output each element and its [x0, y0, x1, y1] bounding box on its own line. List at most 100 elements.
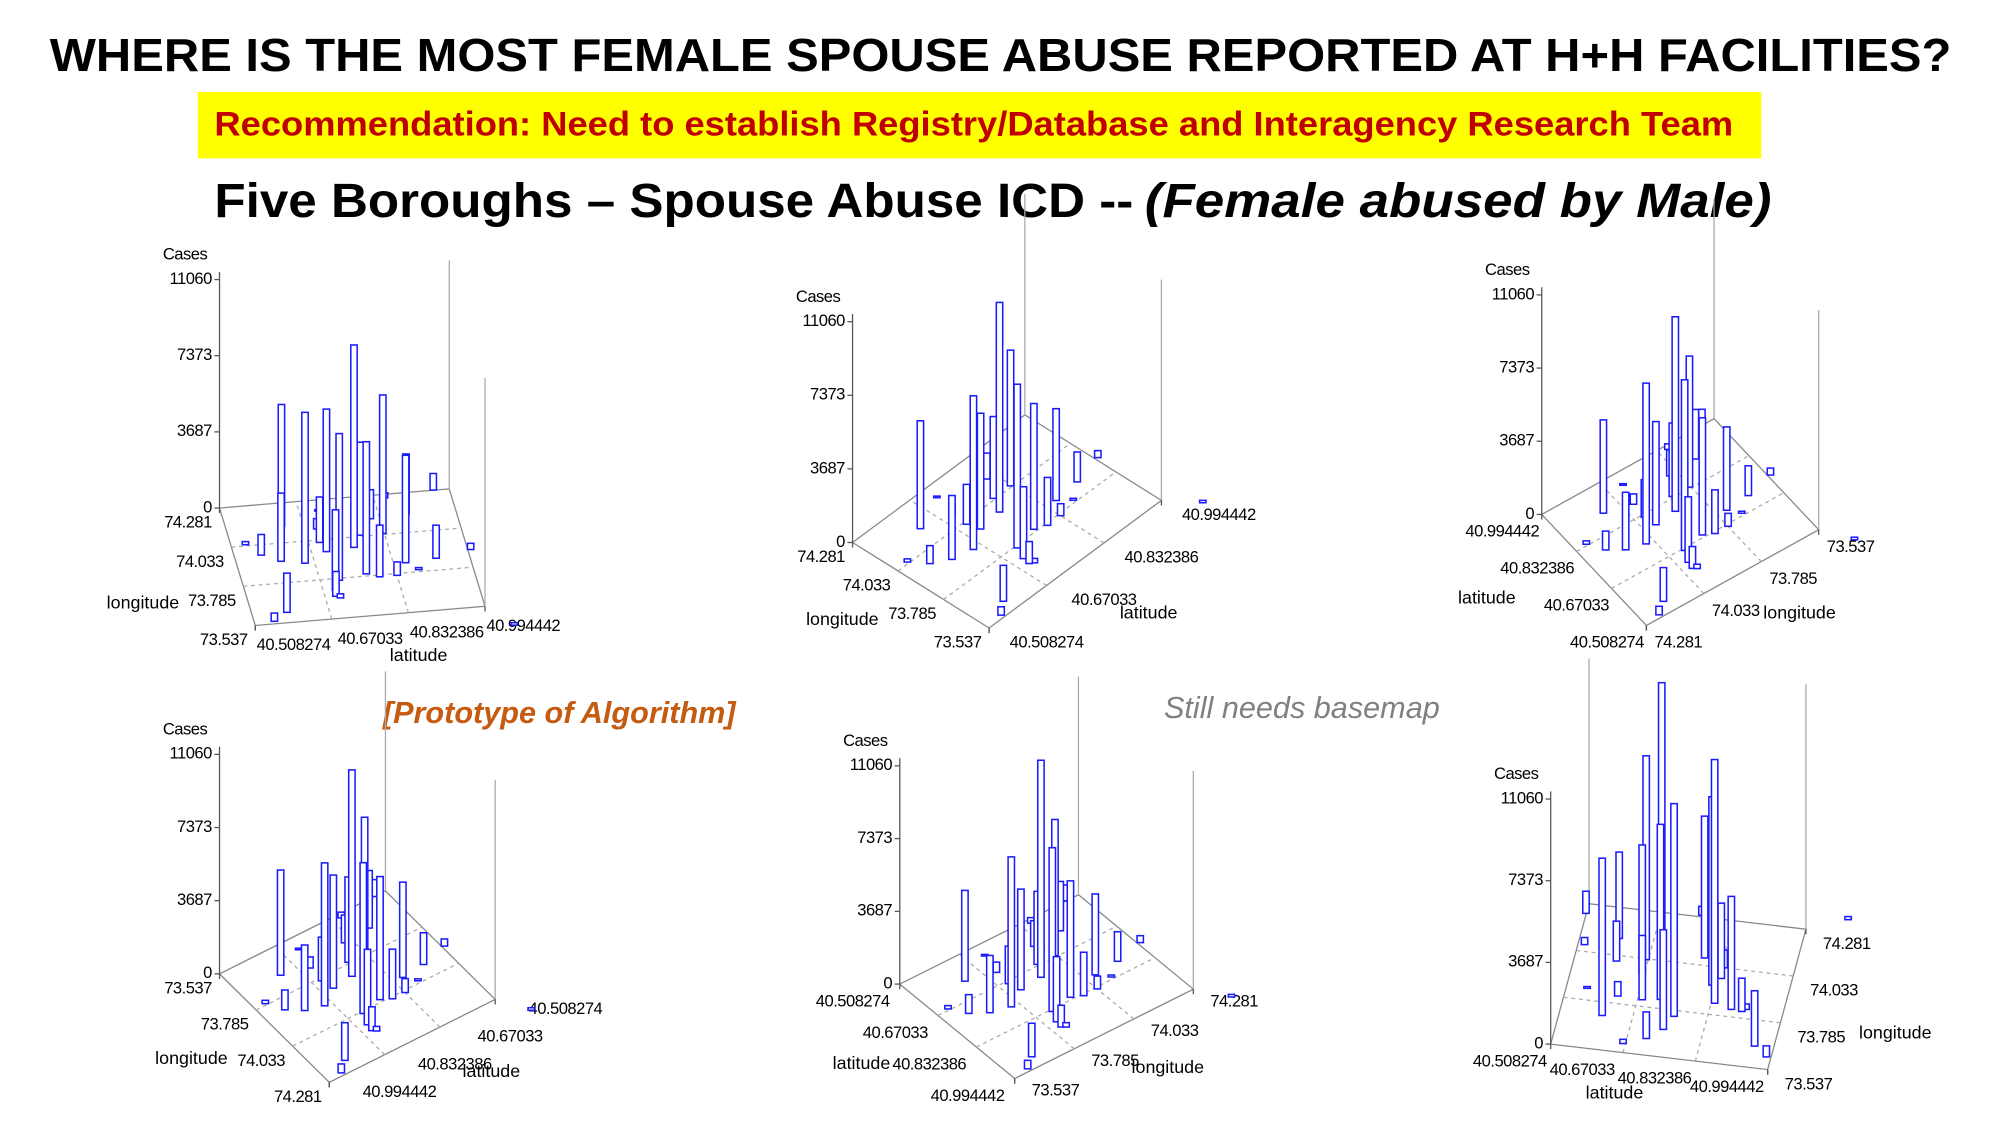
axis-tick-label: 73.537: [200, 630, 248, 649]
bar: [1613, 980, 1622, 997]
z-tick-label: 7373: [1508, 870, 1543, 889]
bar: [1651, 420, 1660, 526]
axis-tick-label: 40.508274: [529, 999, 603, 1018]
bar: [1023, 1059, 1032, 1070]
axis-tick-label: 73.537: [164, 979, 212, 998]
z-tick-label: 7373: [177, 817, 212, 836]
bar: [359, 861, 368, 1015]
bar: [1052, 407, 1061, 502]
axis-label: latitude: [1586, 1083, 1644, 1103]
z-tick-label: 11060: [170, 744, 213, 763]
axis-tick-label: 40.508274: [1473, 1051, 1547, 1070]
z-tick-label: 11060: [170, 269, 213, 288]
bar: [1583, 985, 1592, 990]
axis-label: latitude: [833, 1053, 891, 1073]
z-tick-label: 7373: [177, 345, 212, 364]
axis-tick-label: 40.67033: [338, 629, 403, 648]
axis-tick-label: 73.785: [1091, 1051, 1139, 1070]
z-tick-label: 3687: [1508, 952, 1543, 971]
grid-line: [1576, 949, 1794, 977]
subtitle: Five Boroughs – Spouse Abuse ICD --: [214, 174, 1133, 228]
axis-label: latitude: [1120, 603, 1178, 623]
z-axis-label: Cases: [843, 731, 888, 750]
z-tick-label: 11060: [1501, 788, 1544, 807]
axis-tick-label: 40.832386: [1500, 559, 1574, 578]
axis-tick-label: 40.508274: [257, 635, 331, 654]
bar: [982, 452, 991, 480]
z-tick-label: 3687: [857, 901, 892, 920]
z-tick-label: 3687: [177, 421, 212, 440]
bar: [322, 408, 331, 553]
axis-tick-label: 74.281: [797, 547, 845, 566]
bar: [1684, 496, 1693, 564]
axis-label: latitude: [463, 1061, 521, 1081]
plot-3d: Cases 0 3687 7373 11060 40.508274 40.67033 40.8…: [816, 676, 1259, 1105]
axis-tick-label: 40.994442: [1465, 522, 1539, 541]
bar: [414, 566, 423, 571]
recommendation-box: [197, 91, 1762, 159]
z-axis-label: Cases: [163, 719, 208, 738]
grid-line: [372, 495, 410, 613]
z-tick-label: 0: [836, 532, 845, 551]
bar: [1599, 419, 1608, 514]
bar: [1670, 802, 1678, 1018]
bar: [510, 621, 519, 626]
bar: [329, 874, 338, 989]
floor: [1540, 417, 1820, 627]
bar: [1711, 489, 1719, 535]
bar: [1619, 482, 1627, 487]
plot-3d: Cases 0 3687 7373 11060 40.994442 40.832386 40.…: [1458, 199, 1875, 652]
bar: [1698, 417, 1707, 536]
axis-tick-label: 40.994442: [931, 1086, 1005, 1105]
axis-label: latitude: [1458, 587, 1516, 607]
bar: [270, 612, 279, 623]
grid-line: [243, 566, 474, 587]
bar: [280, 989, 289, 1011]
bar: [1025, 540, 1034, 565]
bar: [1671, 315, 1680, 513]
bar: [388, 948, 397, 1000]
axis-tick-label: 74.281: [1823, 934, 1871, 953]
bar: [320, 862, 329, 1007]
floor: [898, 893, 1195, 1080]
bar: [1638, 934, 1647, 1001]
axis-label: longitude: [806, 609, 879, 629]
bar: [527, 1006, 536, 1012]
axis-tick-label: 74.281: [1210, 991, 1258, 1010]
annotation: Still needs basemap: [1164, 691, 1440, 725]
bar: [1724, 512, 1733, 528]
bar: [1688, 545, 1697, 570]
bar: [432, 524, 441, 560]
bar: [1737, 977, 1746, 1013]
bar: [1107, 974, 1116, 978]
grid-line: [943, 471, 1117, 601]
bar: [1093, 449, 1102, 459]
bar: [466, 542, 475, 551]
bar: [367, 1006, 376, 1032]
bar: [985, 954, 994, 1014]
slide-title: WHERE IS THE MOST FEMALE SPOUSE ABUSE RE…: [50, 29, 1952, 81]
bar: [1048, 846, 1057, 1013]
bar: [1052, 955, 1061, 1023]
bar: [947, 494, 956, 561]
bar: [1136, 934, 1145, 944]
bar: [1744, 465, 1753, 497]
axis-tick-label: 40.832386: [418, 1054, 492, 1073]
bar: [903, 558, 912, 563]
axis-tick-label: 40.508274: [1010, 633, 1084, 652]
bar: [1227, 993, 1236, 998]
bar: [413, 978, 422, 982]
bar: [1659, 566, 1668, 603]
bar: [1582, 890, 1590, 915]
bar: [976, 412, 985, 530]
bar: [1642, 382, 1651, 545]
bar: [1601, 530, 1610, 551]
z-tick-label: 0: [1525, 504, 1534, 523]
bar: [1036, 759, 1045, 979]
z-axis-label: Cases: [796, 287, 841, 306]
axis-label: longitude: [1859, 1023, 1932, 1043]
bar: [1766, 467, 1775, 476]
bar: [964, 993, 973, 1015]
grid-line: [1611, 492, 1785, 589]
